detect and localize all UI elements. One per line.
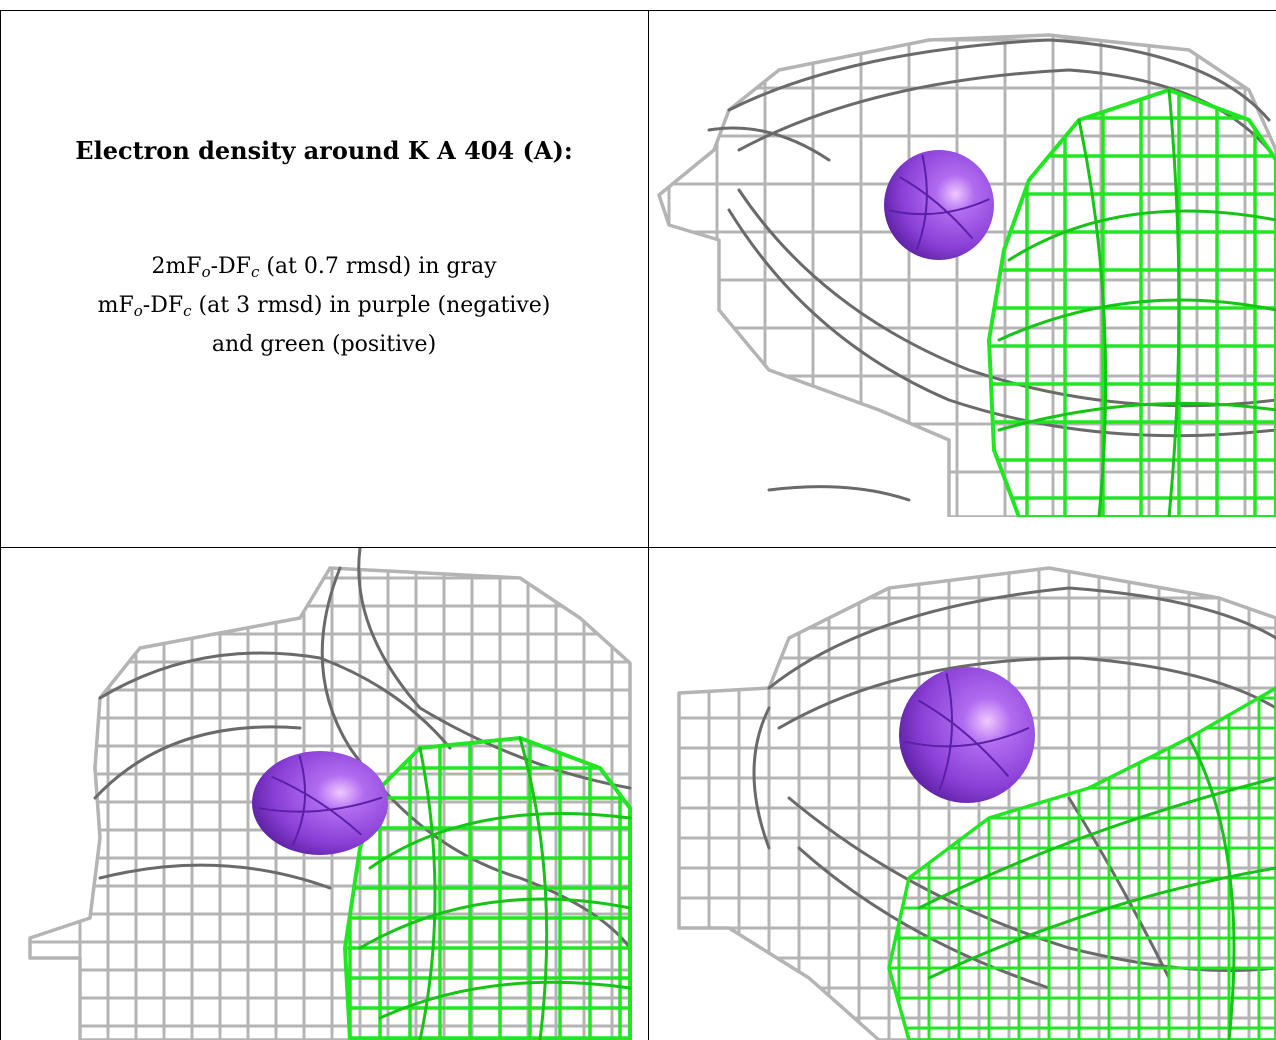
caption-legend: 2mFo-DFc (at 0.7 rmsd) in gray mFo-DFc (… [0,250,648,361]
green-strand-br [917,776,1276,910]
density-view-bottom-right [649,548,1276,1040]
gray-strand-br [797,846,1051,990]
potassium-atom-br-mesh-line [918,700,1009,777]
green-strand-tr [1167,88,1181,517]
gray-strand-br [752,706,771,850]
gray-strand-tr [727,38,1271,122]
green-cage-br-outline [887,686,1276,1040]
density-view-bottom-left [0,548,648,1040]
gray-strand-bl [357,548,632,790]
potassium-atom-tr-mesh-line [899,176,973,239]
legend-line-2mfo: 2mFo-DFc (at 0.7 rmsd) in gray [151,254,497,281]
gray-strand-tr [737,188,1276,408]
gray-cage-br-outline [677,566,1276,1040]
potassium-atom-bl-mesh-line [271,776,362,836]
green-cage-bl-outline [343,736,632,1040]
gray-cage-bl-outline [28,566,632,1040]
gray-cage-tr-outline [657,33,1276,517]
table-border-left [0,10,1,1040]
green-cage-tr [989,90,1276,517]
potassium-atom-bl-mesh-line [257,796,383,813]
potassium-atom-tr-mesh-line [916,154,928,250]
density-view-top-right [649,10,1276,517]
green-strand-tr [997,401,1276,432]
legend-line-mfo: mFo-DFc (at 3 rmsd) in purple (negative) [97,293,551,320]
potassium-atom-bl-mesh-line [291,755,307,846]
green-strand-bl [358,897,632,950]
table-border-middle [0,547,1276,548]
gray-strand-bl [320,566,632,950]
density-mesh-bottom-right [677,566,1276,1040]
potassium-atom-tr-mesh-line [888,198,990,216]
green-strand-bl [368,812,632,870]
density-mesh-top-right [657,33,1276,517]
gray-strand-tr [767,485,911,502]
gray-strand-br [787,796,1276,972]
potassium-atom-br-mesh-line [938,672,953,791]
gray-strand-br [767,586,1276,690]
green-strand-br [1187,736,1236,1040]
green-strand-tr [1007,209,1276,262]
green-strand-tr [997,298,1276,342]
green-strand-bl [378,980,632,1020]
caption-cell: Electron density around K A 404 (A): 2mF… [0,10,648,547]
gray-strand-bl [93,725,302,800]
density-mesh-bottom-left [28,548,632,1040]
potassium-atom-br-mesh-line [904,727,1030,748]
table-border-top [0,10,1276,11]
caption-title: Electron density around K A 404 (A): [75,136,573,165]
figure-table: Electron density around K A 404 (A): 2mF… [0,10,1276,1040]
gray-strand-tr [727,208,1276,438]
gray-strand-bl [98,863,332,890]
legend-line-green: and green (positive) [211,332,437,357]
green-cage-tr-outline [987,88,1276,517]
gray-strand-tr [707,126,831,162]
green-strand-tr [1077,118,1108,517]
green-strand-bl [418,746,437,1040]
gray-strand-br [777,656,1276,730]
green-strand-bl [518,736,549,1040]
gray-cage-tr [659,35,1276,517]
table-border-center [648,10,649,1040]
gray-strand-bl [98,651,452,750]
